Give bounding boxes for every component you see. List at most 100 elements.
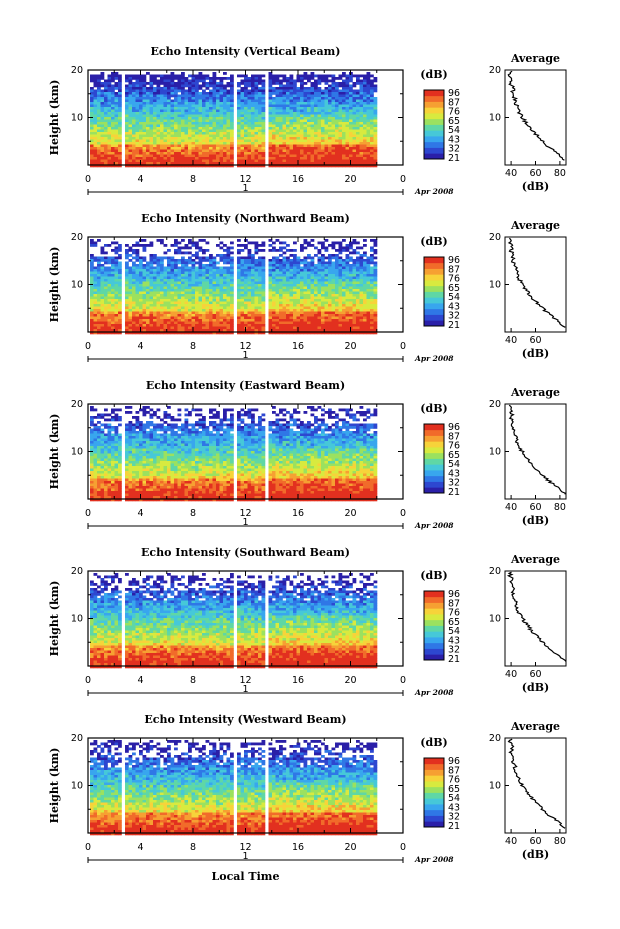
colorbar-swatch	[424, 303, 444, 310]
average-profile-line	[507, 237, 566, 328]
y-axis-label: Height (km)	[48, 581, 61, 657]
x-tick-label: 4	[137, 675, 143, 686]
colorbar-swatch	[424, 775, 444, 782]
colorbar-tick-label: 54	[448, 292, 460, 303]
x-tick-label: 0	[400, 341, 406, 352]
x-tick-label: 0	[400, 842, 406, 853]
colorbar-swatch	[424, 481, 444, 488]
colorbar-tick-label: 96	[448, 756, 460, 767]
colorbar-tick-label: 32	[448, 645, 460, 656]
average-y-tick: 10	[489, 447, 501, 458]
colorbar-tick-label: 32	[448, 478, 460, 489]
average-x-tick: 60	[529, 836, 541, 847]
colorbar-tick-label: 21	[448, 654, 460, 665]
colorbar-swatch	[424, 804, 444, 811]
colorbar-tick-label: 32	[448, 812, 460, 823]
y-axis-label: Height (km)	[48, 247, 61, 323]
average-x-tick: 60	[529, 335, 541, 346]
colorbar-tick-label: 65	[448, 617, 460, 628]
colorbar-swatch	[424, 257, 444, 264]
colorbar-unit: (dB)	[420, 68, 447, 81]
x-tick-label: 12	[239, 675, 251, 686]
colorbar-unit: (dB)	[420, 402, 447, 415]
x-tick-label: 12	[239, 341, 251, 352]
x-tick-label: 12	[239, 174, 251, 185]
colorbar-tick-label: 87	[448, 97, 460, 108]
average-frame	[504, 403, 567, 500]
x-tick-label: 12	[239, 508, 251, 519]
colorbar-tick-label: 76	[448, 441, 460, 452]
colorbar-swatch	[424, 792, 444, 799]
colorbar-swatch	[424, 136, 444, 143]
average-title: Average	[510, 720, 560, 733]
x-tick-label: 8	[190, 842, 196, 853]
date-label: Apr 2008	[414, 354, 454, 363]
colorbar-tick-label: 76	[448, 274, 460, 285]
average-x-tick: 60	[529, 669, 541, 680]
x-tick-label: 4	[137, 842, 143, 853]
colorbar-tick-label: 76	[448, 775, 460, 786]
x-tick-label: 8	[190, 675, 196, 686]
average-x-tick: 80	[554, 836, 566, 847]
average-x-tick: 40	[505, 335, 517, 346]
colorbar-swatch	[424, 291, 444, 298]
panel-v: Echo Intensity (Vertical Beam)2010Height…	[48, 45, 567, 196]
colorbar-tick-label: 76	[448, 107, 460, 118]
colorbar-swatch	[424, 141, 444, 148]
colorbar-swatch	[424, 758, 444, 765]
date-label: Apr 2008	[414, 187, 454, 196]
colorbar-swatch	[424, 637, 444, 644]
x-tick-label: 0	[400, 174, 406, 185]
colorbar-swatch	[424, 591, 444, 598]
average-profile-line	[507, 738, 566, 829]
colorbar-swatch	[424, 107, 444, 114]
colorbar-tick-label: 43	[448, 301, 460, 312]
average-title: Average	[510, 386, 560, 399]
average-x-tick: 80	[554, 168, 566, 179]
day-label: 1	[242, 183, 248, 194]
average-y-tick: 20	[489, 399, 501, 410]
average-x-tick: 80	[554, 502, 566, 513]
day-label: 1	[242, 350, 248, 361]
colorbar-tick-label: 96	[448, 255, 460, 266]
colorbar-tick-label: 87	[448, 264, 460, 275]
x-tick-label: 0	[85, 341, 91, 352]
colorbar-swatch	[424, 798, 444, 805]
colorbar-swatch	[424, 280, 444, 287]
x-tick-label: 16	[292, 675, 304, 686]
colorbar-swatch	[424, 452, 444, 459]
colorbar-tick-label: 21	[448, 153, 460, 164]
date-label: Apr 2008	[414, 521, 454, 530]
colorbar-swatch	[424, 113, 444, 120]
average-x-label: (dB)	[522, 681, 549, 694]
average-profile-line	[506, 571, 567, 662]
panel-n: Echo Intensity (Northward Beam)2010Heigh…	[48, 212, 567, 363]
colorbar-swatch	[424, 596, 444, 603]
colorbar-swatch	[424, 809, 444, 816]
x-tick-label: 20	[344, 675, 356, 686]
panel-title: Echo Intensity (Vertical Beam)	[150, 45, 340, 58]
colorbar-tick-label: 65	[448, 784, 460, 795]
colorbar-tick-label: 87	[448, 598, 460, 609]
x-tick-label: 20	[344, 508, 356, 519]
x-tick-label: 4	[137, 508, 143, 519]
colorbar-swatch	[424, 429, 444, 436]
heatmap-w	[90, 740, 378, 836]
average-profile-line	[507, 70, 565, 161]
colorbar-swatch	[424, 447, 444, 454]
average-x-label: (dB)	[522, 514, 549, 527]
colorbar-swatch	[424, 487, 444, 494]
colorbar-tick-label: 65	[448, 450, 460, 461]
colorbar-unit: (dB)	[420, 736, 447, 749]
colorbar-swatch	[424, 130, 444, 137]
colorbar-unit: (dB)	[420, 569, 447, 582]
colorbar-swatch	[424, 815, 444, 822]
heatmap-e	[90, 406, 378, 502]
colorbar-tick-label: 54	[448, 459, 460, 470]
panel-s: Echo Intensity (Southward Beam)2010Heigh…	[48, 546, 567, 697]
average-x-label: (dB)	[522, 347, 549, 360]
colorbar-tick-label: 54	[448, 626, 460, 637]
average-x-label: (dB)	[522, 180, 549, 193]
average-x-label: (dB)	[522, 848, 549, 861]
